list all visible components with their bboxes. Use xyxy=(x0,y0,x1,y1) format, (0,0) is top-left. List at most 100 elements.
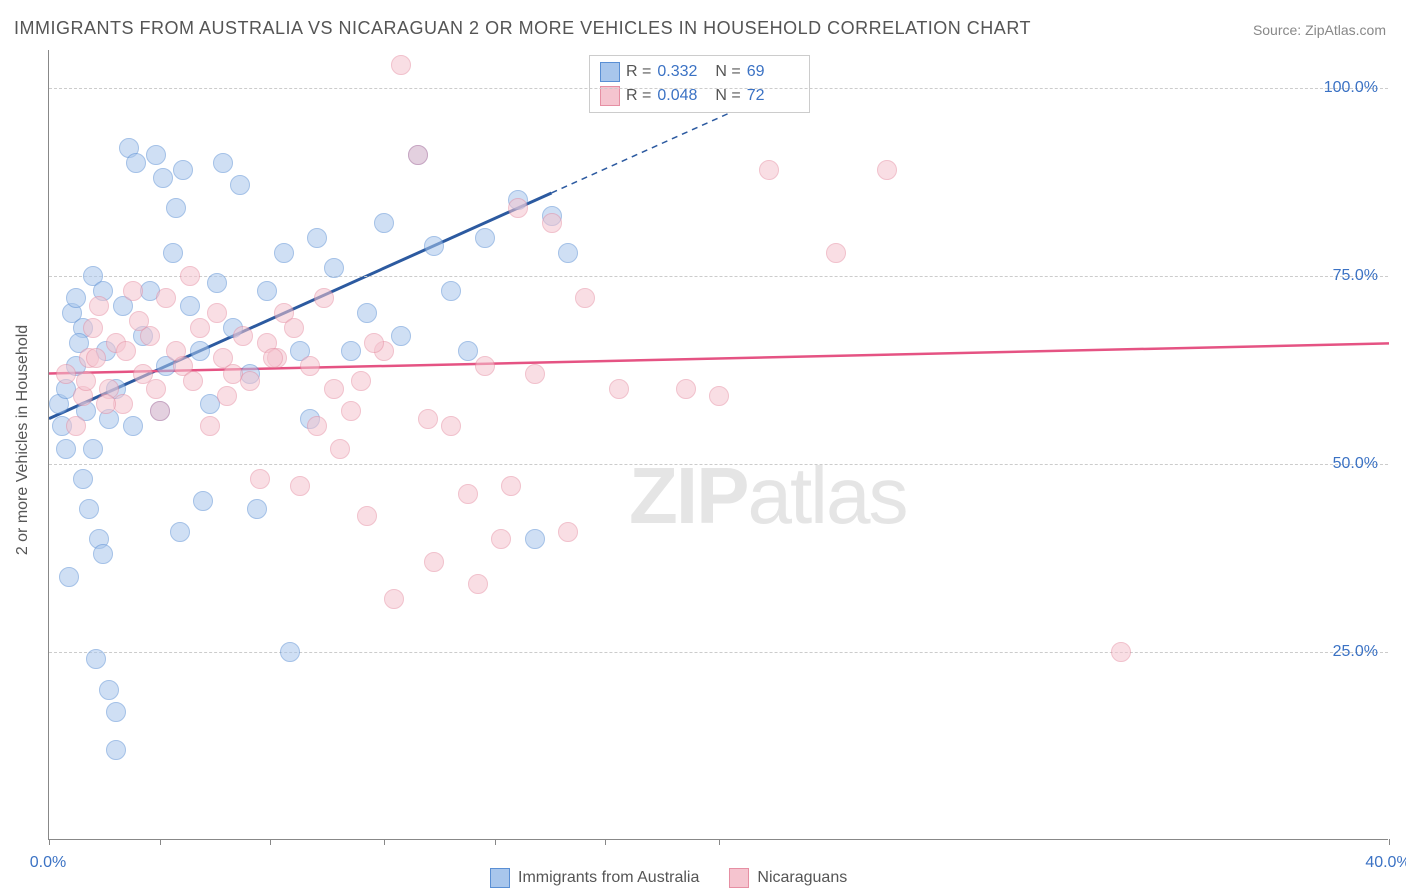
x-tick xyxy=(495,839,496,845)
scatter-point xyxy=(300,356,320,376)
scatter-point xyxy=(106,740,126,760)
gridline xyxy=(49,88,1388,89)
scatter-point xyxy=(163,243,183,263)
scatter-point xyxy=(418,409,438,429)
scatter-point xyxy=(384,589,404,609)
scatter-point xyxy=(233,326,253,346)
source-label: Source: ZipAtlas.com xyxy=(1253,22,1386,38)
scatter-point xyxy=(330,439,350,459)
stat-label: N = xyxy=(715,63,740,81)
x-tick xyxy=(384,839,385,845)
stats-legend: R =0.332N =69R =0.048N =72 xyxy=(589,55,810,113)
scatter-point xyxy=(324,258,344,278)
stat-label: N = xyxy=(715,87,740,105)
scatter-point xyxy=(190,341,210,361)
scatter-point xyxy=(676,379,696,399)
x-tick-label: 40.0% xyxy=(1365,854,1406,872)
scatter-point xyxy=(491,529,511,549)
scatter-point xyxy=(93,544,113,564)
scatter-point xyxy=(230,175,250,195)
scatter-point xyxy=(150,401,170,421)
x-tick xyxy=(270,839,271,845)
scatter-point xyxy=(307,228,327,248)
scatter-point xyxy=(391,55,411,75)
trend-svg xyxy=(49,50,1389,840)
scatter-point xyxy=(116,341,136,361)
x-tick xyxy=(49,839,50,845)
scatter-point xyxy=(83,439,103,459)
scatter-point xyxy=(257,281,277,301)
scatter-point xyxy=(166,198,186,218)
scatter-point xyxy=(877,160,897,180)
scatter-point xyxy=(170,522,190,542)
scatter-point xyxy=(324,379,344,399)
gridline xyxy=(49,276,1388,277)
scatter-point xyxy=(126,153,146,173)
scatter-point xyxy=(86,649,106,669)
scatter-point xyxy=(341,401,361,421)
scatter-point xyxy=(123,281,143,301)
scatter-point xyxy=(364,333,384,353)
x-tick xyxy=(1389,839,1390,845)
y-tick-label: 50.0% xyxy=(1333,455,1378,473)
scatter-point xyxy=(575,288,595,308)
scatter-point xyxy=(374,213,394,233)
scatter-point xyxy=(240,371,260,391)
scatter-point xyxy=(441,281,461,301)
scatter-point xyxy=(207,273,227,293)
scatter-point xyxy=(501,476,521,496)
stat-label: R = xyxy=(626,87,651,105)
scatter-point xyxy=(542,213,562,233)
scatter-point xyxy=(180,296,200,316)
scatter-point xyxy=(525,529,545,549)
scatter-point xyxy=(73,469,93,489)
legend-swatch xyxy=(600,62,620,82)
y-tick-label: 100.0% xyxy=(1324,79,1378,97)
chart-title: IMMIGRANTS FROM AUSTRALIA VS NICARAGUAN … xyxy=(14,18,1031,39)
y-tick-label: 25.0% xyxy=(1333,643,1378,661)
stat-n-value: 72 xyxy=(747,87,799,105)
scatter-point xyxy=(508,198,528,218)
scatter-point xyxy=(274,243,294,263)
scatter-point xyxy=(207,303,227,323)
stat-r-value: 0.048 xyxy=(657,87,709,105)
scatter-point xyxy=(153,168,173,188)
scatter-point xyxy=(106,702,126,722)
legend-item: Immigrants from Australia xyxy=(490,868,699,888)
scatter-point xyxy=(146,145,166,165)
scatter-point xyxy=(59,567,79,587)
legend-swatch xyxy=(600,86,620,106)
scatter-point xyxy=(424,552,444,572)
scatter-point xyxy=(357,303,377,323)
scatter-point xyxy=(441,416,461,436)
stat-label: R = xyxy=(626,63,651,81)
scatter-point xyxy=(357,506,377,526)
stats-row: R =0.332N =69 xyxy=(600,60,799,84)
scatter-point xyxy=(123,416,143,436)
scatter-point xyxy=(86,348,106,368)
scatter-point xyxy=(475,228,495,248)
scatter-point xyxy=(290,476,310,496)
scatter-point xyxy=(66,416,86,436)
scatter-point xyxy=(609,379,629,399)
scatter-point xyxy=(180,266,200,286)
scatter-point xyxy=(525,364,545,384)
scatter-point xyxy=(284,318,304,338)
scatter-point xyxy=(351,371,371,391)
stat-n-value: 69 xyxy=(747,63,799,81)
scatter-point xyxy=(759,160,779,180)
scatter-point xyxy=(56,364,76,384)
scatter-point xyxy=(263,348,283,368)
scatter-point xyxy=(66,288,86,308)
scatter-point xyxy=(76,371,96,391)
scatter-point xyxy=(99,680,119,700)
plot-area: ZIPatlas R =0.332N =69R =0.048N =72 25.0… xyxy=(48,50,1388,840)
scatter-point xyxy=(193,491,213,511)
scatter-point xyxy=(173,160,193,180)
scatter-point xyxy=(190,318,210,338)
gridline xyxy=(49,464,1388,465)
scatter-point xyxy=(89,296,109,316)
y-tick-label: 75.0% xyxy=(1333,267,1378,285)
scatter-point xyxy=(307,416,327,436)
scatter-point xyxy=(314,288,334,308)
